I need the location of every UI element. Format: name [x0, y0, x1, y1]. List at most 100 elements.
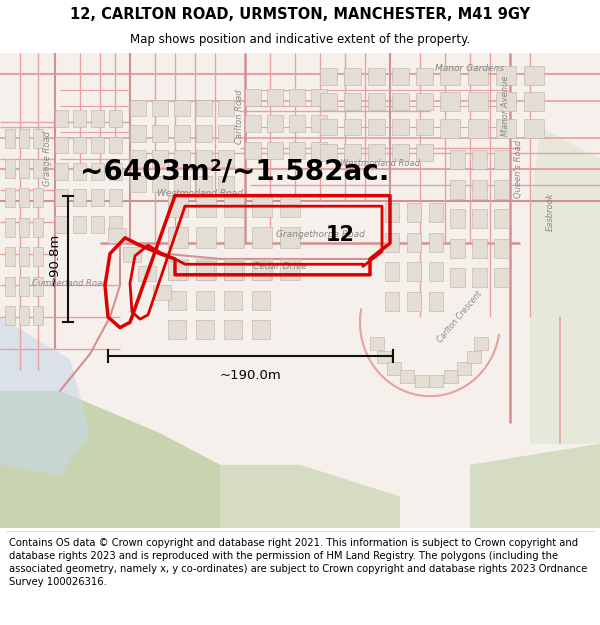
Bar — [33, 159, 43, 177]
Text: Cumberland Road: Cumberland Road — [32, 279, 108, 288]
Polygon shape — [470, 444, 600, 528]
Bar — [370, 337, 385, 349]
Text: Grangethorpe Road: Grangethorpe Road — [275, 230, 364, 239]
Bar — [450, 269, 465, 288]
Bar — [311, 89, 327, 106]
Bar — [55, 136, 68, 153]
Bar — [245, 89, 261, 106]
Bar — [19, 248, 29, 266]
Bar — [174, 125, 190, 142]
Text: Westmorland Road: Westmorland Road — [157, 189, 243, 198]
Bar — [252, 228, 272, 248]
Bar — [218, 176, 234, 192]
Bar — [138, 266, 156, 281]
Bar — [429, 203, 443, 222]
Bar — [196, 176, 212, 192]
Bar — [472, 180, 487, 199]
Bar — [416, 68, 433, 85]
Bar — [33, 248, 43, 266]
Bar — [252, 196, 272, 217]
Bar — [5, 306, 15, 326]
Bar — [174, 176, 190, 192]
Bar — [5, 277, 15, 296]
Bar — [368, 93, 385, 110]
Bar — [344, 68, 361, 85]
Bar — [245, 116, 261, 132]
Bar — [168, 259, 188, 280]
Bar — [407, 203, 421, 222]
Bar — [109, 163, 122, 180]
Bar — [416, 144, 433, 161]
Bar — [91, 216, 104, 232]
Bar — [196, 320, 214, 339]
Text: ~90.8m: ~90.8m — [47, 232, 61, 286]
Bar — [152, 125, 168, 142]
Bar — [218, 99, 234, 116]
Text: 12: 12 — [325, 224, 355, 244]
Bar — [252, 291, 270, 309]
Text: Easbrook: Easbrook — [545, 192, 554, 231]
Bar — [130, 125, 146, 142]
Bar — [5, 248, 15, 266]
Bar — [152, 150, 168, 167]
Text: Cedar Drive: Cedar Drive — [253, 262, 307, 271]
Bar — [33, 129, 43, 148]
Bar — [55, 189, 68, 206]
Bar — [153, 286, 171, 300]
Bar — [168, 196, 188, 217]
Bar — [19, 277, 29, 296]
Bar — [267, 142, 283, 159]
Bar — [109, 216, 122, 232]
Bar — [524, 119, 544, 138]
Bar — [467, 351, 481, 364]
Bar — [416, 119, 433, 136]
Bar — [19, 188, 29, 208]
Bar — [472, 209, 487, 228]
Bar — [468, 92, 488, 111]
Bar — [494, 239, 509, 258]
Bar — [407, 232, 421, 252]
Bar — [450, 209, 465, 228]
Bar — [109, 136, 122, 153]
Bar — [196, 261, 214, 280]
Bar — [320, 144, 337, 161]
Bar — [19, 129, 29, 148]
Bar — [524, 92, 544, 111]
Bar — [218, 125, 234, 142]
Bar — [91, 189, 104, 206]
Bar — [19, 217, 29, 237]
Bar — [289, 89, 305, 106]
Bar — [196, 99, 212, 116]
Text: Westmorland Road: Westmorland Road — [340, 159, 420, 169]
Bar — [108, 228, 126, 243]
Bar — [109, 110, 122, 127]
Bar — [289, 142, 305, 159]
Bar — [444, 371, 458, 383]
Text: Carlton Crescent: Carlton Crescent — [436, 289, 484, 344]
Bar — [280, 259, 300, 280]
Bar — [224, 261, 242, 280]
Bar — [344, 93, 361, 110]
Bar — [168, 228, 188, 248]
Bar — [224, 259, 244, 280]
Bar — [388, 362, 401, 375]
Bar — [123, 248, 141, 262]
Bar — [473, 337, 488, 349]
Bar — [267, 89, 283, 106]
Bar — [73, 110, 86, 127]
Bar — [450, 150, 465, 169]
Bar — [407, 292, 421, 311]
Bar — [5, 129, 15, 148]
Bar — [368, 119, 385, 136]
Bar — [174, 150, 190, 167]
Bar — [468, 119, 488, 138]
Bar — [33, 188, 43, 208]
Bar — [196, 150, 212, 167]
Bar — [496, 119, 516, 138]
Bar — [224, 320, 242, 339]
Bar — [196, 196, 216, 217]
Bar — [280, 196, 300, 217]
Bar — [224, 291, 242, 309]
Bar — [400, 371, 414, 383]
Bar — [196, 228, 216, 248]
